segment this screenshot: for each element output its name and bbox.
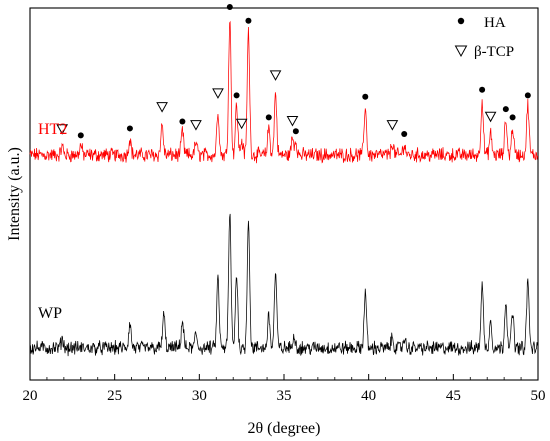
x-tick-label: 40: [361, 388, 376, 404]
x-tick-label: 45: [446, 388, 461, 404]
tcp-peak-marker: [56, 124, 69, 135]
ha-peak-marker: [233, 92, 240, 99]
legend-ha-marker: [457, 17, 465, 25]
tcp-peak-marker: [286, 115, 299, 127]
series-label-wp: WP: [38, 305, 62, 322]
ha-peak-marker: [179, 118, 186, 125]
ha-peak-marker: [509, 114, 516, 121]
x-axis-label: 2θ (degree): [248, 420, 321, 437]
tcp-peak-marker: [235, 118, 248, 130]
y-axis-label: Intensity (a.u.): [6, 147, 23, 241]
ha-peak-marker: [524, 92, 531, 99]
x-tick-label: 20: [23, 388, 38, 404]
tcp-peak-marker: [212, 88, 224, 99]
legend-tcp-marker: [454, 45, 468, 58]
tcp-peak-marker: [190, 120, 202, 131]
ha-peak-marker: [77, 132, 84, 139]
series-line-wp: [29, 213, 539, 357]
ha-peak-marker: [479, 86, 486, 93]
tcp-peak-marker: [386, 120, 399, 131]
ha-peak-marker: [226, 4, 233, 10]
x-axis-ticks: 20 25 30 35 40 45 50: [23, 374, 546, 404]
ha-peak-marker: [126, 125, 133, 132]
tcp-peak-marker: [156, 102, 168, 113]
series-label-ht2: HT2: [38, 121, 67, 138]
tcp-peak-marker: [484, 111, 497, 123]
x-tick-label: 35: [277, 388, 292, 404]
series-line-ht2: [29, 20, 539, 164]
ha-peak-marker: [502, 106, 509, 113]
x-tick-label: 50: [531, 388, 546, 404]
x-tick-label: 30: [192, 388, 207, 404]
ha-peak-marker: [401, 130, 408, 137]
legend: HA β-TCP: [454, 15, 514, 60]
ha-peak-marker: [265, 114, 272, 121]
tcp-peak-marker: [269, 70, 282, 81]
legend-ha-label: HA: [484, 15, 506, 31]
peak-markers: [56, 4, 531, 139]
ha-peak-marker: [292, 128, 299, 135]
plot-frame: [29, 7, 539, 381]
x-tick-label: 25: [107, 388, 122, 404]
ha-peak-marker: [362, 93, 369, 100]
ha-peak-marker: [245, 17, 252, 24]
curves: [29, 20, 539, 357]
legend-tcp-label: β-TCP: [474, 44, 514, 60]
